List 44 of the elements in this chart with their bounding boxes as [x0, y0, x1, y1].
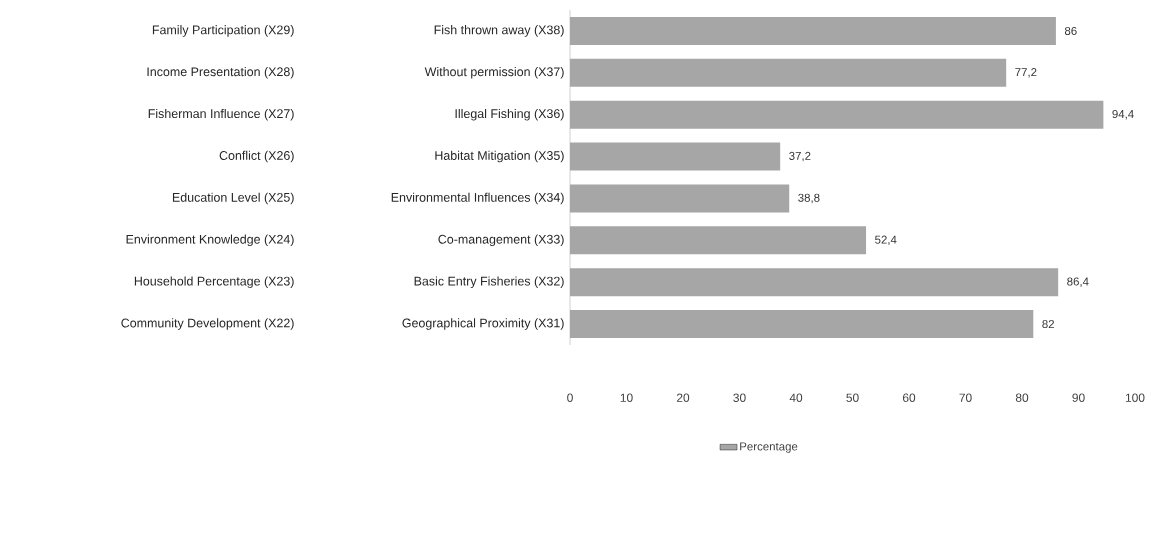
x-tick-label: 70 [959, 393, 972, 402]
text: Environment Knowledge (X24) [126, 234, 294, 247]
bar [570, 184, 790, 213]
x-tick-label: 90 [1072, 393, 1085, 402]
y-tick-label: Geographical Proximity (X31) [402, 318, 564, 330]
x-tick-label: 100 [1125, 393, 1145, 402]
y-tick-label: Co-management (X33) [438, 234, 564, 247]
bar [570, 310, 1034, 339]
bar [570, 142, 781, 171]
text: 77,2 [1015, 68, 1037, 78]
bar [570, 226, 867, 255]
x-tick-label: 0 [567, 393, 573, 402]
text: Community Development (X22) [121, 318, 294, 330]
text: 38,8 [798, 193, 820, 204]
x-tick-label: 60 [902, 393, 916, 402]
y-tick-label: Without permission (X37) [424, 67, 564, 79]
text: Household Percentage (X23) [134, 276, 294, 288]
x-tick-label: 50 [846, 393, 859, 402]
text: Conflict (X26) [219, 150, 294, 163]
bar [570, 16, 1056, 45]
text: 86 [1064, 26, 1077, 35]
y-tick-label: Habitat Mitigation (X35) [435, 150, 564, 163]
bar [570, 58, 1007, 87]
bar [570, 268, 1059, 297]
x-tick-label: 10 [620, 393, 633, 402]
text: 52,4 [875, 235, 897, 246]
text: 37,2 [789, 151, 811, 162]
bar [570, 100, 1104, 129]
y-tick-label: Basic Entry Fisheries (X32) [414, 276, 564, 288]
legend-label: Percentage [740, 442, 798, 453]
text: Family Participation (X29) [152, 25, 294, 37]
y-tick-label: Environmental Influences (X34) [391, 192, 564, 205]
text: Education Level (X25) [172, 192, 294, 205]
text: 86,4 [1067, 277, 1089, 287]
x-tick-label: 40 [789, 393, 803, 402]
y-tick-label: Illegal Fishing (X36) [455, 108, 564, 121]
text: Fisherman Influence (X27) [148, 108, 294, 121]
text: Income Presentation (X28) [147, 67, 294, 79]
text: 82 [1042, 320, 1054, 329]
y-tick-label: Fish thrown away (X38) [434, 25, 564, 37]
x-tick-label: 80 [1015, 393, 1029, 402]
text: 94,4 [1112, 109, 1134, 120]
x-tick-label: 20 [676, 393, 690, 402]
x-tick-label: 30 [733, 393, 746, 402]
